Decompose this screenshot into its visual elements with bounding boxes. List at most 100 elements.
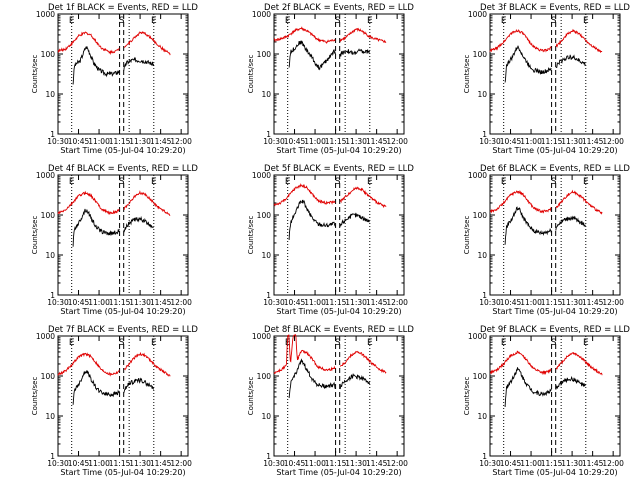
ytick-label: 1000 (36, 171, 55, 180)
xtick-label: 11:00 (88, 298, 110, 307)
series-events-line (504, 206, 586, 245)
xtick-label: 10:30 (47, 137, 69, 146)
panel-det-4: Det 4f BLACK = Events, RED = LLD 1 10 100 10… (31, 164, 198, 316)
xtick-label: 10:45 (500, 137, 522, 146)
ytick-label: 1000 (252, 10, 271, 19)
ytick-label: 1 (482, 130, 487, 139)
series-lld-line (57, 30, 171, 56)
ytick-label: 1 (482, 452, 487, 461)
x-axis-label: Start Time (05-Jul-04 10:29:20) (276, 468, 401, 477)
ytick-label: 10 (261, 251, 271, 260)
xtick-label: 11:45 (366, 137, 388, 146)
series-events-line (288, 358, 370, 399)
panel-det-1: Det 1f BLACK = Events, RED = LLD 1 10 100 10… (31, 3, 198, 155)
xtick-label: 11:00 (520, 298, 542, 307)
series-lld-line (57, 190, 171, 217)
panel-axes (489, 13, 621, 135)
xtick-label: 11:00 (520, 459, 542, 468)
xtick-label: 10:45 (500, 459, 522, 468)
y-axis-label: Counts/sec (247, 377, 255, 416)
xtick-label: 11:15 (109, 137, 131, 146)
marker-label: E (501, 338, 507, 348)
series-lld-line (489, 189, 603, 215)
ytick-label: 100 (473, 372, 488, 381)
ytick-label: 100 (473, 211, 488, 220)
xtick-label: 11:00 (304, 459, 326, 468)
xtick-label: 11:30 (561, 459, 583, 468)
ytick-label: 1 (266, 291, 271, 300)
marker-label: S (119, 177, 125, 187)
xtick-label: 11:15 (325, 137, 347, 146)
marker-label: S (335, 338, 341, 348)
xtick-label: 11:00 (304, 298, 326, 307)
y-axis-label: Counts/sec (463, 55, 471, 94)
y-axis-label: Counts/sec (463, 377, 471, 416)
xtick-label: 10:30 (47, 298, 69, 307)
ytick-label: 100 (257, 50, 272, 59)
ytick-label: 10 (477, 412, 487, 421)
xtick-label: 10:30 (479, 459, 501, 468)
marker-label: E (151, 16, 157, 26)
ytick-label: 100 (257, 372, 272, 381)
series-events-line (504, 367, 586, 408)
ytick-label: 1000 (468, 332, 487, 341)
ytick-label: 1000 (252, 332, 271, 341)
xtick-label: 10:45 (284, 137, 306, 146)
marker-label: S (551, 338, 557, 348)
series-events-line (288, 199, 370, 241)
marker-label: E (285, 16, 291, 26)
xtick-label: 11:15 (109, 459, 131, 468)
ytick-label: 100 (473, 50, 488, 59)
marker-label: E (69, 338, 75, 348)
marker-label: S (119, 338, 125, 348)
xtick-label: 11:15 (541, 137, 563, 146)
xtick-label: 11:00 (88, 459, 110, 468)
panel-title: Det 8f BLACK = Events, RED = LLD (264, 325, 414, 335)
panel-det-8: Det 8f BLACK = Events, RED = LLD 1 10 100 10… (247, 325, 414, 477)
ytick-label: 1 (50, 130, 55, 139)
ytick-label: 1 (266, 130, 271, 139)
xtick-label: 12:00 (170, 298, 192, 307)
xtick-label: 12:00 (170, 459, 192, 468)
panel-title: Det 7f BLACK = Events, RED = LLD (48, 325, 198, 335)
panel-det-5: Det 5f BLACK = Events, RED = LLD 1 10 100 10… (247, 164, 414, 316)
panel-det-6: Det 6f BLACK = Events, RED = LLD 1 10 100 10… (463, 164, 630, 316)
xtick-label: 11:30 (129, 459, 151, 468)
series-lld-line (489, 350, 603, 376)
series-events-line (504, 45, 586, 83)
series-lld-line (57, 351, 171, 377)
xtick-label: 12:00 (602, 137, 624, 146)
xtick-label: 11:45 (582, 137, 604, 146)
panel-det-7: Det 7f BLACK = Events, RED = LLD 1 10 100 10… (31, 325, 198, 477)
ytick-label: 1 (482, 291, 487, 300)
ytick-label: 100 (41, 50, 56, 59)
xtick-label: 12:00 (386, 459, 408, 468)
marker-label: S (551, 177, 557, 187)
series-lld-line (273, 183, 387, 209)
ytick-label: 1000 (468, 10, 487, 19)
y-axis-label: Counts/sec (463, 216, 471, 255)
x-axis-label: Start Time (05-Jul-04 10:29:20) (276, 146, 401, 155)
ytick-label: 100 (41, 372, 56, 381)
panel-title: Det 2f BLACK = Events, RED = LLD (264, 3, 414, 13)
panel-axes (489, 174, 621, 296)
panel-title: Det 6f BLACK = Events, RED = LLD (480, 164, 630, 174)
y-axis-label: Counts/sec (31, 216, 39, 255)
panel-axes (57, 335, 189, 457)
marker-label: S (335, 16, 341, 26)
series-lld-line (273, 26, 387, 44)
xtick-label: 12:00 (170, 137, 192, 146)
xtick-label: 11:00 (520, 137, 542, 146)
marker-label: S (335, 177, 341, 187)
y-axis-label: Counts/sec (31, 377, 39, 416)
panel-title: Det 9f BLACK = Events, RED = LLD (480, 325, 630, 335)
marker-label: E (69, 16, 75, 26)
xtick-label: 11:45 (582, 298, 604, 307)
panel-det-3: Det 3f BLACK = Events, RED = LLD 1 10 100 10… (463, 3, 630, 155)
xtick-label: 10:45 (500, 298, 522, 307)
xtick-label: 10:45 (68, 137, 90, 146)
panel-det-2: Det 2f BLACK = Events, RED = LLD 1 10 100 10… (247, 3, 414, 155)
xtick-label: 10:30 (263, 298, 285, 307)
xtick-label: 10:30 (47, 459, 69, 468)
panel-det-9: Det 9f BLACK = Events, RED = LLD 1 10 100 10… (463, 325, 630, 477)
